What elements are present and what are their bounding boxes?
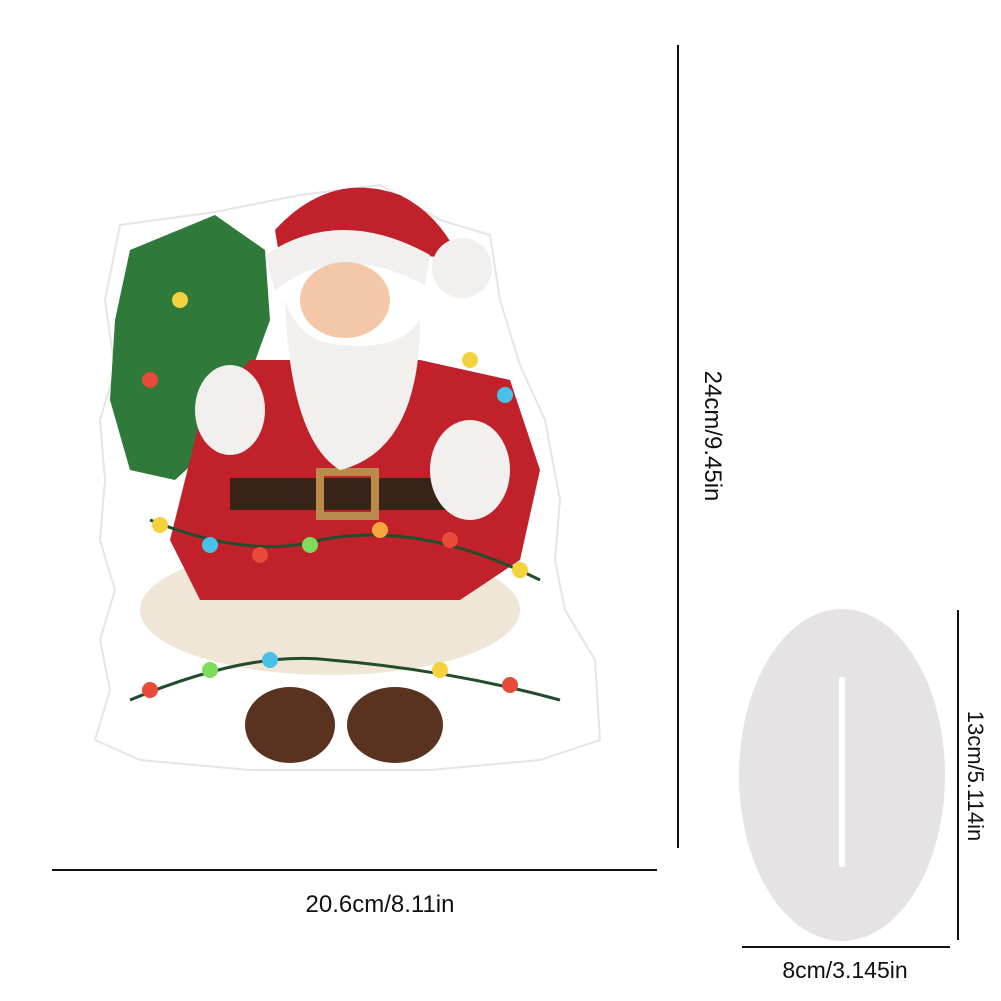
right-boot xyxy=(347,687,443,763)
height-dimension-line xyxy=(677,45,679,848)
belt-buckle xyxy=(316,468,379,520)
stand-width-label: 8cm/3.145in xyxy=(782,957,908,983)
stand-height-line xyxy=(957,610,959,940)
stand-height-label: 13cm/5.114in xyxy=(963,710,988,842)
hat-brim xyxy=(265,230,430,290)
santa-face xyxy=(300,262,390,338)
width-label: 20.6cm/8.11in xyxy=(305,891,455,918)
right-sleeve-cuff xyxy=(430,420,510,520)
hat-pompom xyxy=(432,238,492,298)
width-dimension-line xyxy=(52,869,657,871)
stand-slot xyxy=(839,677,845,867)
height-label: 24cm/9.45in xyxy=(699,370,726,502)
santa-beard xyxy=(285,300,420,470)
left-sleeve-cuff xyxy=(195,365,265,455)
string-lights xyxy=(129,292,561,702)
stand-width-line xyxy=(742,946,950,948)
left-boot xyxy=(245,687,335,763)
belt xyxy=(230,478,460,510)
